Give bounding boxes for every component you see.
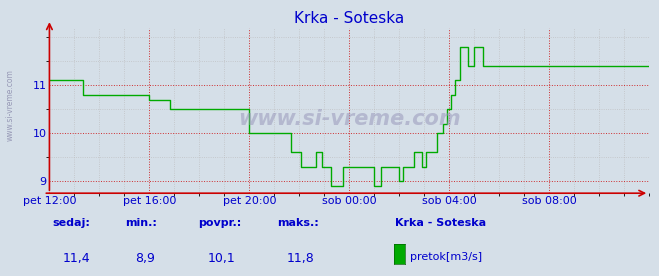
Text: min.:: min.: xyxy=(125,218,157,228)
Title: Krka - Soteska: Krka - Soteska xyxy=(294,11,405,26)
Text: 10,1: 10,1 xyxy=(208,252,235,265)
Text: 11,4: 11,4 xyxy=(63,252,90,265)
Text: www.si-vreme.com: www.si-vreme.com xyxy=(238,109,461,129)
Text: pretok[m3/s]: pretok[m3/s] xyxy=(410,252,482,262)
Text: povpr.:: povpr.: xyxy=(198,218,241,228)
Text: 8,9: 8,9 xyxy=(135,252,155,265)
Text: 11,8: 11,8 xyxy=(287,252,314,265)
Text: sedaj:: sedaj: xyxy=(53,218,90,228)
Text: maks.:: maks.: xyxy=(277,218,318,228)
Text: Krka - Soteska: Krka - Soteska xyxy=(395,218,486,228)
Text: www.si-vreme.com: www.si-vreme.com xyxy=(5,69,14,141)
